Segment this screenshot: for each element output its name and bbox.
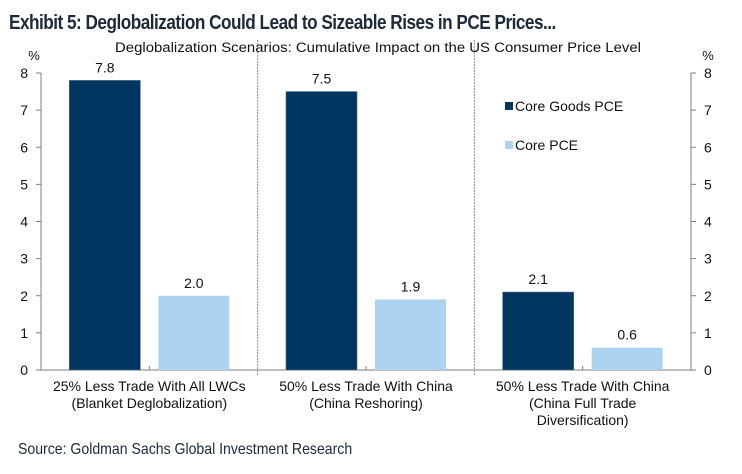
x-tick-label: (China Full Trade: [529, 395, 637, 411]
x-tick-label: (Blanket Deglobalization): [72, 395, 228, 411]
y-axis-label-right: %: [702, 48, 714, 63]
bar-core-pce: [158, 295, 230, 370]
y-tick-label-right: 5: [704, 176, 712, 192]
axes: 0 0 1 1 2 2 3 3 4 4 5 5 6 6 7 7 8 8: [20, 40, 712, 378]
source-note: Source: Goldman Sachs Global Investment …: [18, 441, 353, 458]
data-label: 0.6: [617, 327, 637, 343]
y-tick-label-left: 8: [20, 65, 28, 81]
data-label: 2.1: [528, 271, 548, 287]
y-tick-label-right: 7: [704, 102, 712, 118]
exhibit-title: Exhibit 5: Deglobalization Could Lead to…: [9, 12, 556, 34]
bar-core-goods-pce: [502, 291, 574, 371]
x-tick-label: 50% Less Trade With China: [496, 378, 670, 394]
y-axis-label-left: %: [28, 48, 40, 63]
y-tick-label-left: 5: [20, 176, 28, 192]
y-tick-label-right: 4: [704, 214, 712, 230]
y-tick-label-left: 1: [20, 325, 28, 341]
x-tick-label: Diversification): [537, 412, 629, 428]
y-tick-label-right: 2: [704, 288, 712, 304]
y-tick-label-right: 6: [704, 139, 712, 155]
y-tick-label-left: 6: [20, 139, 28, 155]
x-tick-label: 25% Less Trade With All LWCs: [53, 378, 246, 394]
y-tick-label-left: 7: [20, 102, 28, 118]
legend-swatch: [505, 102, 513, 110]
y-tick-label-left: 0: [20, 362, 28, 378]
bar-core-goods-pce: [285, 91, 358, 371]
y-tick-label-right: 0: [704, 362, 712, 378]
y-tick-label-left: 3: [20, 251, 28, 267]
data-label: 7.5: [312, 71, 332, 87]
legend-label: Core PCE: [515, 137, 578, 153]
x-tick-label: 50% Less Trade With China: [279, 378, 453, 394]
data-label: 2.0: [184, 275, 204, 291]
y-tick-label-left: 2: [20, 288, 28, 304]
bar-core-pce: [591, 347, 663, 370]
y-tick-label-right: 1: [704, 325, 712, 341]
x-tick-label: (China Reshoring): [309, 395, 423, 411]
legend-label: Core Goods PCE: [515, 98, 623, 114]
bar-core-goods-pce: [69, 80, 141, 371]
x-axis-labels: 25% Less Trade With All LWCs(Blanket Deg…: [53, 378, 670, 428]
legend-swatch: [505, 141, 513, 149]
data-label: 1.9: [401, 278, 421, 294]
y-tick-label-right: 3: [704, 251, 712, 267]
y-tick-label-left: 4: [20, 214, 28, 230]
chart-title: Deglobalization Scenarios: Cumulative Im…: [115, 40, 641, 55]
data-label: 7.8: [95, 59, 115, 75]
bar-core-pce: [375, 299, 446, 370]
bars: 7.8 2.0 7.5 1.9 2.1 0.6: [69, 59, 663, 371]
legend: Core Goods PCE Core PCE: [505, 98, 623, 153]
y-tick-label-right: 8: [704, 65, 712, 81]
